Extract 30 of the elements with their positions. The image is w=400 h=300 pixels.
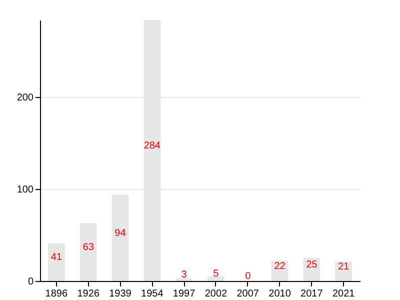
x-tick-label: 2002 <box>204 288 228 300</box>
data-label: 41 <box>50 252 62 264</box>
bar <box>112 194 129 281</box>
x-tick-label: 1926 <box>77 288 100 300</box>
data-label: 63 <box>82 242 94 254</box>
y-tick-label: 0 <box>28 276 34 288</box>
bar <box>303 258 320 281</box>
bar <box>335 262 352 281</box>
bar <box>80 223 97 281</box>
bar <box>48 243 65 281</box>
bar <box>208 276 224 281</box>
x-tick-label: 2021 <box>332 288 356 300</box>
x-tick-label: 2017 <box>300 288 324 300</box>
x-tick-label: 2010 <box>268 288 292 300</box>
bar <box>176 278 192 281</box>
data-label: 94 <box>114 228 126 239</box>
x-tick-label: 1896 <box>45 288 68 300</box>
data-label: 25 <box>306 260 318 271</box>
x-tick-label: 1997 <box>172 288 196 300</box>
x-tick-label: 2007 <box>236 288 260 300</box>
data-label: 21 <box>338 261 350 272</box>
y-tick-label: 100 <box>16 184 34 196</box>
data-label: 5 <box>213 268 220 280</box>
data-label: 22 <box>274 260 286 272</box>
x-tick-label: 1954 <box>141 288 164 300</box>
data-label: 0 <box>245 271 252 282</box>
y-tick-label: 200 <box>16 92 34 104</box>
data-label: 284 <box>144 140 161 152</box>
x-tick-label: 1939 <box>109 288 132 300</box>
data-label: 3 <box>181 270 188 281</box>
